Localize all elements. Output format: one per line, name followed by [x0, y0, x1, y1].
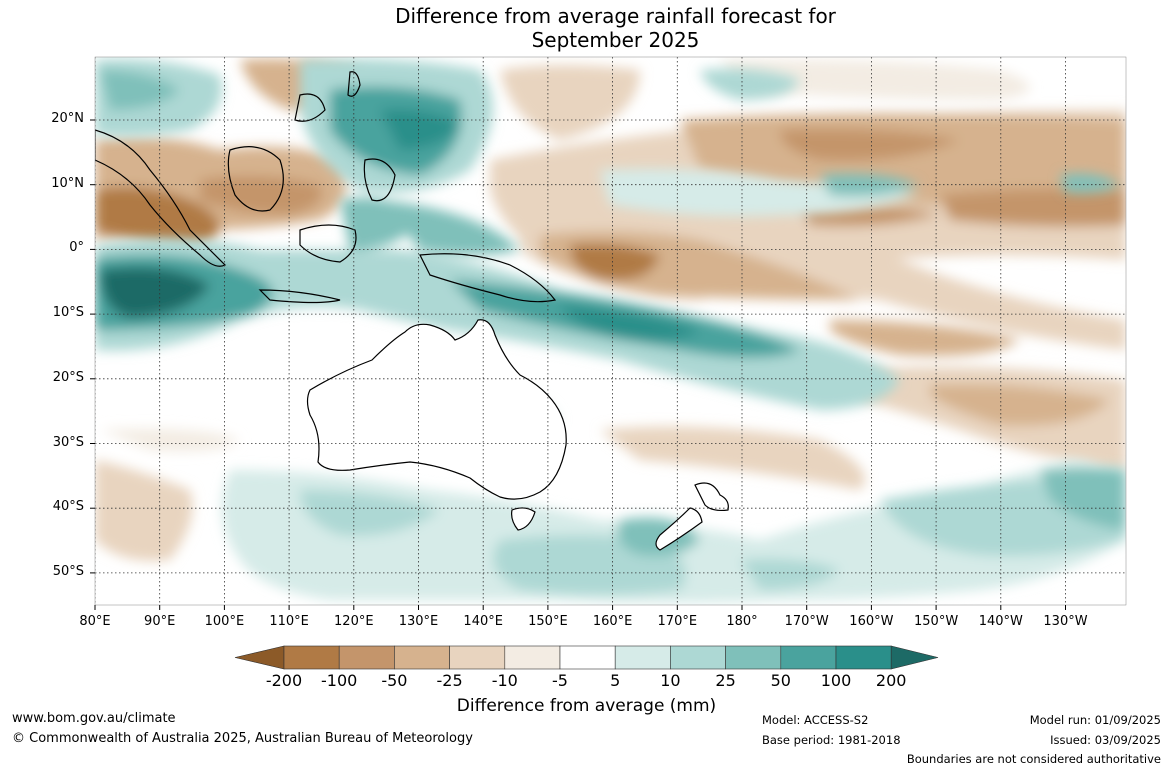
- graticule: [95, 57, 1126, 605]
- colorbar-label: 200: [875, 671, 907, 690]
- map-title-line2: September 2025: [531, 28, 700, 52]
- lon-label: 130°E: [398, 614, 439, 629]
- colorbar-label: 25: [715, 671, 736, 690]
- lon-label: 170°E: [657, 614, 698, 629]
- website-text: www.bom.gov.au/climate: [12, 711, 176, 726]
- colorbar-label: 50: [770, 671, 791, 690]
- lat-label: 30°S: [52, 434, 84, 450]
- lon-label: 140°E: [463, 614, 503, 629]
- colorbar-label: -100: [321, 671, 358, 690]
- lon-label: 170°W: [784, 614, 829, 629]
- lat-label: 10°N: [51, 175, 84, 191]
- lat-label: 20°N: [51, 111, 84, 126]
- lon-label: 90°E: [144, 614, 176, 629]
- lon-label: 160°W: [849, 614, 894, 629]
- model-text: Model: ACCESS-S2: [762, 713, 869, 727]
- colorbar-box: [835, 645, 892, 670]
- axis-ticks: [90, 119, 1066, 610]
- lon-label: 150°E: [528, 614, 568, 629]
- lon-label: 130°W: [1043, 614, 1088, 629]
- colorbar: [234, 645, 939, 670]
- colorbar-box: [559, 645, 616, 670]
- coastlines: [95, 71, 729, 551]
- lon-label: 80°E: [79, 614, 111, 629]
- lon-label: 180°: [726, 614, 758, 629]
- lon-label: 120°E: [334, 614, 374, 629]
- lat-label: 50°S: [52, 563, 84, 579]
- colorbar-box: [338, 645, 395, 670]
- colorbar-box: [283, 645, 340, 670]
- lon-label: 160°E: [592, 614, 633, 629]
- map-title-line1: Difference from average rainfall forecas…: [395, 4, 836, 28]
- colorbar-label: -5: [552, 671, 568, 690]
- colorbar-label: 5: [610, 671, 621, 690]
- colorbar-extend-low: [234, 645, 285, 670]
- colorbar-box: [394, 645, 450, 670]
- lat-label: 10°S: [52, 305, 84, 321]
- lat-label: 40°S: [52, 499, 84, 515]
- lat-label: 20°S: [52, 369, 84, 385]
- base-period-text: Base period: 1981-2018: [762, 733, 901, 747]
- lon-label: 110°E: [269, 614, 309, 629]
- colorbar-box: [449, 645, 506, 670]
- lat-label: 0°: [69, 240, 84, 256]
- colorbar-title: Difference from average (mm): [456, 696, 717, 716]
- copyright-text: © Commonwealth of Australia 2025, Austra…: [12, 731, 473, 746]
- map-title: Difference from average rainfall forecas…: [0, 4, 1173, 52]
- lon-label: 100°E: [204, 614, 245, 629]
- colorbar-extend-high: [890, 645, 939, 670]
- colorbar-box: [670, 645, 726, 670]
- colorbar-label: -25: [436, 671, 463, 690]
- colorbar-label: -200: [265, 671, 303, 690]
- colorbar-label: 100: [820, 671, 852, 690]
- map-field: [95, 57, 1126, 605]
- colorbar-box: [780, 645, 837, 670]
- colorbar-box: [504, 645, 561, 670]
- colorbar-label: -10: [491, 671, 518, 690]
- lon-label: 140°W: [978, 614, 1023, 629]
- colorbar-label: 10: [660, 671, 681, 690]
- lon-label: 150°W: [914, 614, 959, 629]
- model-run-text: Model run: 01/09/2025: [1029, 713, 1161, 727]
- colorbar-box: [725, 645, 782, 670]
- disclaimer-text: Boundaries are not considered authoritat…: [906, 752, 1161, 766]
- colorbar-label: -50: [381, 671, 408, 690]
- colorbar-box: [614, 645, 671, 670]
- issued-text: Issued: 03/09/2025: [1050, 733, 1161, 747]
